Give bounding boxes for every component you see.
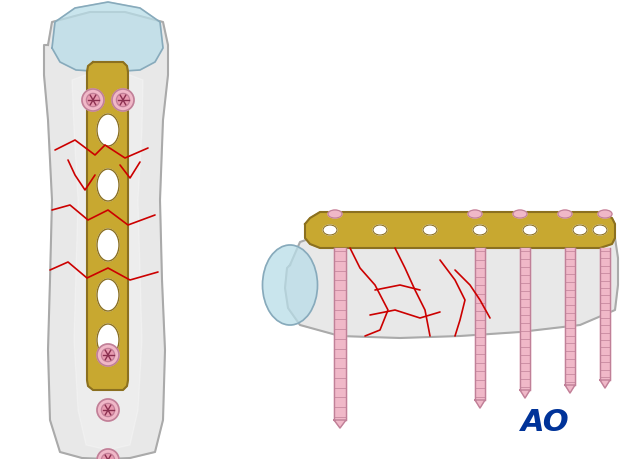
Ellipse shape (573, 225, 587, 235)
Ellipse shape (423, 225, 437, 235)
Ellipse shape (86, 93, 100, 106)
Ellipse shape (262, 245, 317, 325)
Ellipse shape (97, 229, 119, 261)
Bar (334, 248, 346, 420)
Polygon shape (520, 390, 530, 398)
Ellipse shape (328, 210, 342, 218)
Polygon shape (44, 12, 168, 459)
Polygon shape (285, 216, 618, 338)
Polygon shape (305, 212, 615, 248)
Ellipse shape (97, 114, 119, 146)
Ellipse shape (513, 210, 527, 218)
Ellipse shape (102, 453, 115, 459)
Polygon shape (52, 2, 163, 72)
Ellipse shape (117, 93, 130, 106)
Bar (520, 248, 530, 390)
Ellipse shape (593, 225, 607, 235)
Text: AO: AO (521, 408, 570, 437)
Ellipse shape (82, 89, 104, 111)
Ellipse shape (558, 210, 572, 218)
Ellipse shape (373, 225, 387, 235)
Ellipse shape (473, 225, 487, 235)
Ellipse shape (112, 89, 134, 111)
Ellipse shape (97, 324, 119, 356)
Polygon shape (72, 74, 143, 450)
Ellipse shape (102, 403, 115, 417)
Polygon shape (87, 62, 128, 390)
Ellipse shape (97, 279, 119, 311)
Ellipse shape (97, 449, 119, 459)
Bar (565, 248, 575, 385)
Ellipse shape (97, 169, 119, 201)
Bar (475, 248, 485, 400)
Ellipse shape (523, 225, 537, 235)
Ellipse shape (97, 344, 119, 366)
Polygon shape (334, 420, 346, 428)
Ellipse shape (468, 210, 482, 218)
Polygon shape (565, 385, 575, 393)
Ellipse shape (323, 225, 337, 235)
Polygon shape (600, 380, 610, 388)
Bar (600, 248, 610, 380)
Ellipse shape (97, 399, 119, 421)
Ellipse shape (102, 348, 115, 362)
Polygon shape (475, 400, 485, 408)
Ellipse shape (598, 210, 612, 218)
